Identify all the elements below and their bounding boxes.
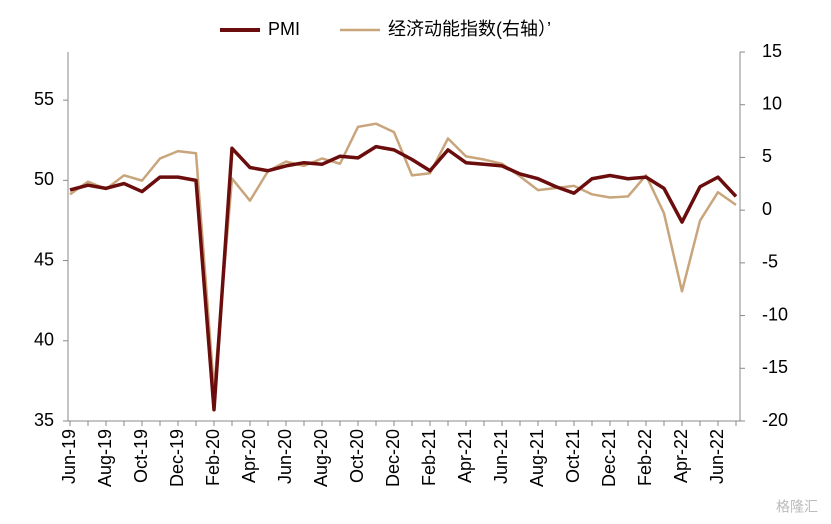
x-tick-label: Jun-20 — [275, 429, 295, 484]
y2-tick-label: 10 — [762, 93, 782, 113]
x-tick-label: Apr-21 — [455, 429, 475, 483]
y2-tick-label: -10 — [762, 304, 788, 324]
watermark: 格隆汇 — [776, 499, 818, 515]
y2-tick-label: -5 — [762, 252, 778, 272]
y2-tick-label: 0 — [762, 199, 772, 219]
y-tick-label: 40 — [34, 330, 54, 350]
x-tick-label: Feb-20 — [203, 429, 223, 486]
x-tick-label: Apr-20 — [239, 429, 259, 483]
line-series — [69, 144, 738, 412]
line-series — [69, 122, 737, 391]
x-tick-label: Feb-21 — [419, 429, 439, 486]
legend-label: PMI — [268, 19, 300, 39]
x-tick-label: Oct-21 — [563, 429, 583, 483]
y2-tick-label: -15 — [762, 357, 788, 377]
x-tick-label: Jun-22 — [707, 429, 727, 484]
x-tick-label: Dec-21 — [599, 429, 619, 487]
y-tick-label: 35 — [34, 410, 54, 430]
x-tick-label: Aug-20 — [311, 429, 331, 487]
x-tick-label: Oct-20 — [347, 429, 367, 483]
x-tick-label: Dec-20 — [383, 429, 403, 487]
y2-tick-label: -20 — [762, 410, 788, 430]
x-tick-label: Aug-19 — [95, 429, 115, 487]
y-tick-label: 55 — [34, 89, 54, 109]
x-tick-label: Dec-19 — [167, 429, 187, 487]
y2-tick-label: 5 — [762, 146, 772, 166]
y2-tick-label: 15 — [762, 41, 782, 61]
x-tick-label: Jun-19 — [59, 429, 79, 484]
x-tick-label: Apr-22 — [671, 429, 691, 483]
y-tick-label: 50 — [34, 169, 54, 189]
x-tick-label: Aug-21 — [527, 429, 547, 487]
x-tick-label: Feb-22 — [635, 429, 655, 486]
y-tick-label: 45 — [34, 249, 54, 269]
x-tick-label: Oct-19 — [131, 429, 151, 483]
legend-label: 经济动能指数(右轴）’ — [388, 19, 551, 39]
x-tick-label: Jun-21 — [491, 429, 511, 484]
